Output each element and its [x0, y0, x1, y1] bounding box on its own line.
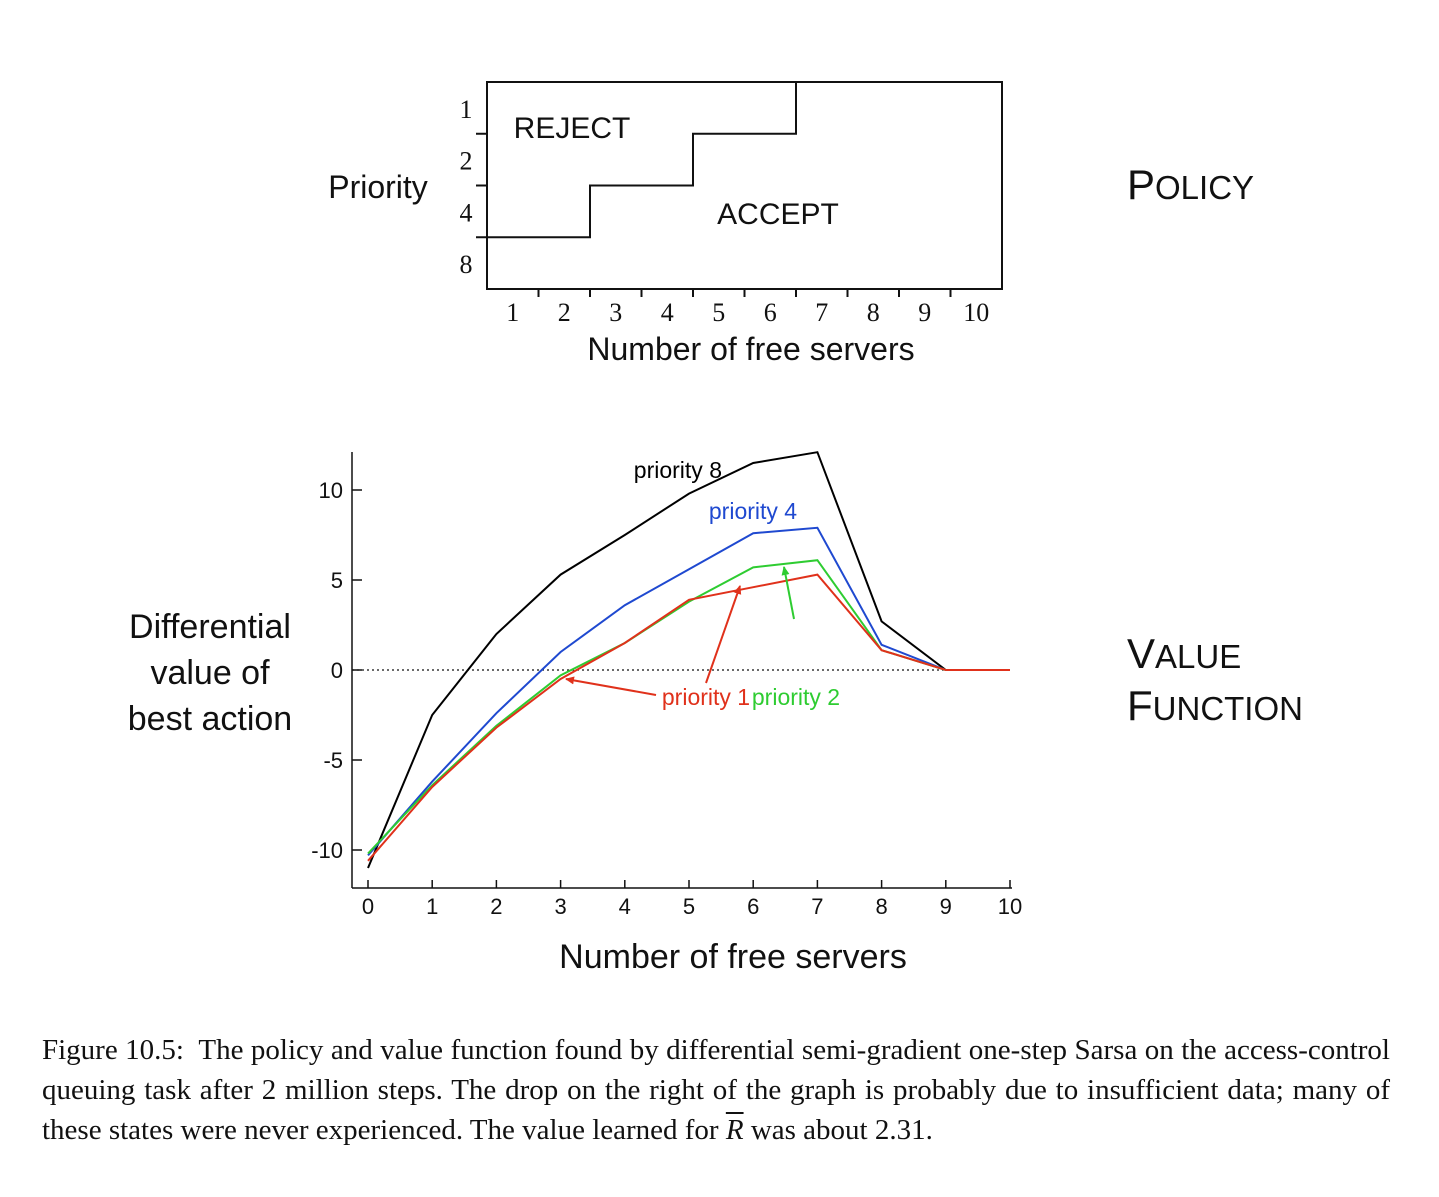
- policy-x-tick-label: 8: [867, 298, 880, 327]
- value-x-tick-label: 4: [619, 894, 631, 919]
- series-line-priority-4: [367, 526, 1010, 857]
- policy-x-tick-label: 9: [918, 298, 931, 327]
- series-lines: [367, 451, 1010, 869]
- value-x-tick-label: 7: [811, 894, 823, 919]
- value-chart: Differential value of best action 1050-5-1…: [128, 451, 1303, 976]
- value-y-tick-label: -5: [323, 748, 343, 773]
- value-y-axis-label: Differential value of best action: [128, 608, 292, 738]
- policy-x-tick-label: 4: [661, 298, 674, 327]
- policy-x-tick-label: 6: [764, 298, 777, 327]
- caption-text-end: was about 2.31.: [750, 1114, 933, 1146]
- value-y-tick-label: 10: [319, 478, 343, 503]
- value-x-tick-label: 5: [683, 894, 695, 919]
- value-x-tick-label: 1: [426, 894, 438, 919]
- policy-y-tick-label: 4: [460, 198, 473, 227]
- policy-x-axis-label: Number of free servers: [587, 331, 914, 367]
- policy-y-ticks: 1 2 4 8: [460, 95, 487, 279]
- figure-number: Figure 10.5:: [42, 1034, 184, 1066]
- series-line-priority-1: [367, 573, 1010, 862]
- policy-x-tick-label: 7: [815, 298, 828, 327]
- policy-y-tick-label: 1: [460, 95, 473, 124]
- value-x-tick-label: 0: [362, 894, 374, 919]
- caption-text: The policy and value function found by d…: [42, 1034, 1390, 1146]
- value-x-tick-label: 3: [554, 894, 566, 919]
- r-bar-symbol: R: [725, 1114, 744, 1146]
- accept-region-label: ACCEPT: [717, 198, 839, 231]
- arrow-priority-2: [781, 566, 795, 620]
- value-x-tick-label: 6: [747, 894, 759, 919]
- figure-caption: Figure 10.5: The policy and value functi…: [42, 1030, 1390, 1150]
- series-line-priority-8: [367, 451, 1010, 869]
- policy-y-axis-label: Priority: [328, 169, 428, 205]
- policy-boundary-line: [487, 82, 797, 239]
- policy-x-tick-label: 5: [712, 298, 725, 327]
- value-x-ticks: 0 1 2 3 4 5 6 7 8 9 10: [362, 880, 1022, 919]
- value-x-axis-label: Number of free servers: [559, 938, 907, 976]
- value-x-tick-label: 9: [940, 894, 952, 919]
- value-y-tick-label: -10: [311, 838, 343, 863]
- label-priority-1: priority 1: [662, 684, 750, 710]
- policy-side-label: POLICY: [1127, 161, 1254, 208]
- value-side-label: VALUE FUNCTION: [1127, 630, 1303, 729]
- value-y-tick-label: 5: [331, 568, 343, 593]
- policy-y-tick-label: 2: [460, 147, 473, 176]
- policy-y-tick-label: 8: [460, 250, 473, 279]
- policy-x-tick-label: 3: [609, 298, 622, 327]
- value-y-tick-label: 0: [331, 658, 343, 683]
- arrow-priority-1-left: [565, 676, 657, 696]
- value-x-tick-label: 10: [998, 894, 1022, 919]
- value-y-ticks: 10 5 0 -5 -10: [311, 478, 362, 863]
- value-x-tick-label: 2: [490, 894, 502, 919]
- policy-x-tick-label: 1: [506, 298, 519, 327]
- label-priority-4: priority 4: [709, 498, 797, 524]
- arrow-priority-1-right: [705, 585, 742, 684]
- value-x-tick-label: 8: [875, 894, 887, 919]
- label-priority-2: priority 2: [752, 684, 840, 710]
- policy-x-tick-label: 10: [963, 298, 989, 327]
- policy-x-ticks: 1 2 3 4 5 6 7 8 9 10: [506, 289, 989, 327]
- reject-region-label: REJECT: [514, 112, 631, 145]
- policy-x-tick-label: 2: [558, 298, 571, 327]
- label-priority-8: priority 8: [634, 457, 722, 483]
